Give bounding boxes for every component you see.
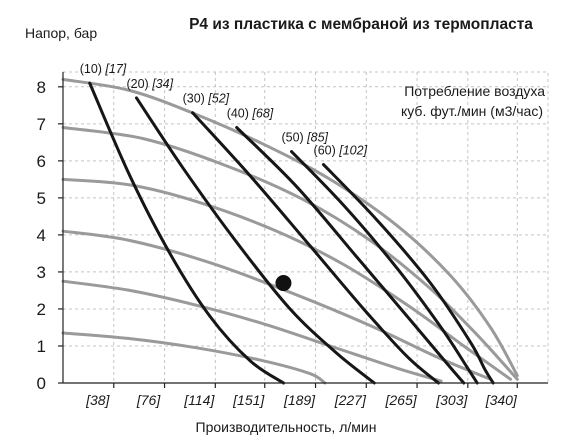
air-consumption-note-line2: куб. фут./мин (м3/час) [401,103,543,119]
air-curve-label: (50) [85] [281,131,328,145]
y-tick-label: 0 [37,374,46,393]
head-curve [61,279,443,383]
x-tick-label: [38] [85,392,110,408]
air-consumption-curve [88,81,285,385]
head-curve [61,126,519,381]
head-curve [61,77,519,378]
y-tick-label: 7 [37,115,46,134]
air-curve-label-cfm: (30) [183,92,209,106]
air-curve-label-cfm: (60) [314,144,340,158]
air-consumption-note: Потребление воздуха куб. фут./мин (м3/ча… [401,83,545,119]
operating-point [275,275,292,292]
x-tick-label: [151] [232,392,265,408]
y-tick-label: 6 [37,152,46,171]
air-curve-label-m3h: [85] [306,131,328,145]
x-tick-label: [114] [183,392,215,408]
x-tick-label: [340] [485,392,518,408]
air-curve-label-m3h: [102] [338,144,367,158]
y-tick-label: 1 [37,337,46,356]
air-curve-label-cfm: (40) [227,107,253,121]
air-consumption-curve [191,111,440,385]
air-curve-label-cfm: (10) [80,62,106,76]
air-curve-label-m3h: [52] [207,92,229,106]
air-curve-label: (40) [68] [227,107,274,121]
curves [61,77,519,385]
air-consumption-curve [235,126,466,385]
y-tick-label: 5 [37,189,46,208]
air-curve-label: (30) [52] [183,92,230,106]
air-curve-label-m3h: [34] [151,77,173,91]
air-consumption-curve [322,163,495,385]
curve-labels: (10) [17](20) [34] (30) [52](40) [68] (50)… [80,62,368,157]
x-tick-label: [265] [384,392,417,408]
chart-title: P4 из пластика с мембраной из термопласт… [189,16,533,33]
head-curve [61,331,327,385]
head-curve [61,229,492,381]
x-tick-label: [303] [435,392,468,408]
axes: 0 1 2 3 4 5 6 7 8 [38] [76] [114] [151] [189] [227] [26… [37,72,548,408]
y-tick-label: 4 [37,226,46,245]
air-curve-label: (10) [17] [80,62,127,76]
air-curve-label: (60) [102] [314,144,368,158]
air-curve-label-m3h: [68] [251,107,273,121]
y-axis-title: Напор, бар [25,25,97,41]
y-tick-label: 2 [37,300,46,319]
air-curve-label: (20) [34] [126,77,173,91]
air-consumption-curve [290,150,479,385]
x-tick-label: [189] [283,392,316,408]
x-tick-label: [76] [136,392,161,408]
air-curve-label-cfm: (50) [281,131,307,145]
air-consumption-note-line1: Потребление воздуха [404,83,545,99]
y-tick-label: 3 [37,263,46,282]
x-axis-title: Производительность, л/мин [196,419,377,435]
x-tick-label: [227] [334,392,367,408]
air-curve-label-cfm: (20) [126,77,152,91]
y-tick-label: 8 [37,78,46,97]
air-consumption-curve [135,96,376,385]
air-curve-label-m3h: [17] [104,62,126,76]
